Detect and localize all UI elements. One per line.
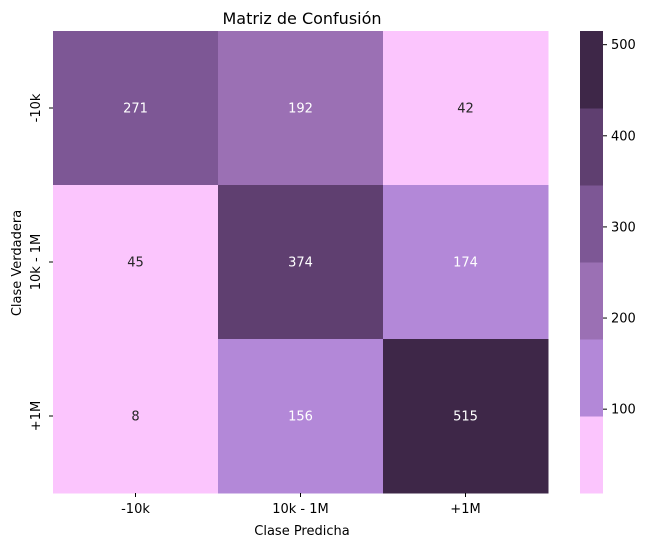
colorbar-band — [580, 339, 603, 417]
y-axis: -10k 10k - 1M +1M — [29, 93, 53, 431]
x-axis-label: Clase Predicha — [254, 524, 349, 539]
x-axis: -10k 10k - 1M +1M — [121, 493, 481, 517]
colorbar-band — [580, 416, 603, 494]
cell-value-label: 45 — [127, 256, 144, 271]
cell-value-label: 8 — [131, 410, 139, 425]
heatmap-cell — [53, 31, 219, 186]
colorbar-band — [580, 262, 603, 340]
cell-value-label: 174 — [453, 256, 478, 271]
heatmap-cell — [218, 339, 384, 494]
colorbar-band — [580, 31, 603, 109]
x-tick-label: 10k - 1M — [272, 502, 329, 517]
heatmap-cell — [218, 31, 384, 186]
colorbar-band — [580, 108, 603, 186]
cell-value-label: 192 — [288, 102, 313, 117]
cell-value-label: 515 — [453, 410, 478, 425]
x-tick-label: +1M — [450, 502, 480, 517]
heatmap-cell — [53, 185, 219, 340]
y-tick-label: +1M — [29, 401, 44, 431]
heatmap-cell — [383, 339, 549, 494]
x-tick-label: -10k — [121, 502, 150, 517]
cell-value-label: 271 — [123, 102, 148, 117]
heatmap-cell — [383, 31, 549, 186]
heatmap-cell — [383, 185, 549, 340]
cell-value-label: 42 — [457, 102, 474, 117]
heatmap-cell — [53, 339, 219, 494]
colorbar-tick-label: 400 — [611, 129, 636, 144]
heatmap-grid: 271 192 42 45 374 174 8 156 515 — [53, 31, 549, 494]
colorbar-tick-label: 500 — [611, 38, 636, 53]
y-tick-label: -10k — [29, 93, 44, 122]
colorbar-tick-label: 200 — [611, 312, 636, 327]
chart-title: Matriz de Confusión — [222, 9, 381, 28]
y-tick-label: 10k - 1M — [29, 234, 44, 291]
heatmap-cell — [218, 185, 384, 340]
colorbar-band — [580, 185, 603, 263]
cell-value-label: 374 — [288, 256, 313, 271]
cell-value-label: 156 — [288, 410, 313, 425]
y-axis-label: Clase Verdadera — [10, 210, 25, 316]
colorbar: 100 200 300 400 500 — [580, 31, 636, 494]
colorbar-tick-label: 100 — [611, 403, 636, 418]
colorbar-tick-label: 300 — [611, 220, 636, 235]
